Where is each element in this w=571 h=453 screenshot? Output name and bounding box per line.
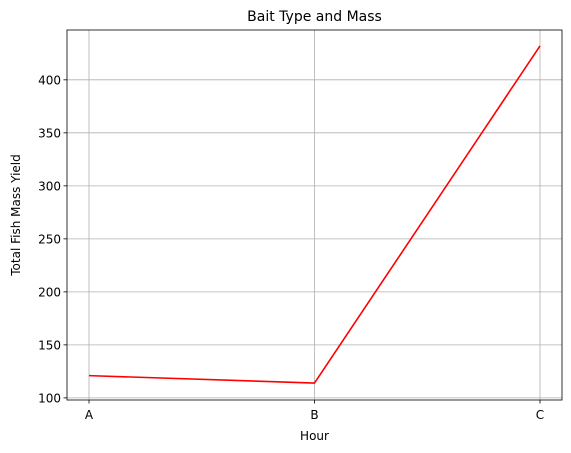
- x-tick-label: B: [310, 408, 318, 422]
- x-tick-label: C: [536, 408, 544, 422]
- y-gridlines: [67, 79, 562, 399]
- x-axis-label: Hour: [300, 429, 329, 443]
- y-tick-label: 100: [38, 391, 61, 405]
- y-axis-label: Total Fish Mass Yield: [9, 154, 23, 276]
- y-axis-ticks: 100 150 200 250 300 350 400: [38, 73, 67, 405]
- x-gridlines: [88, 30, 541, 400]
- y-tick-label: 350: [38, 126, 61, 140]
- x-tick-label: A: [85, 408, 94, 422]
- series-line: [88, 45, 541, 384]
- y-tick-label: 400: [38, 73, 61, 87]
- x-axis-ticks: A B C: [85, 400, 544, 422]
- y-tick-label: 300: [38, 179, 61, 193]
- chart-title: Bait Type and Mass: [247, 9, 382, 25]
- y-tick-label: 250: [38, 232, 61, 246]
- y-tick-label: 200: [38, 285, 61, 299]
- series-layer: [88, 45, 541, 384]
- y-tick-label: 150: [38, 338, 61, 352]
